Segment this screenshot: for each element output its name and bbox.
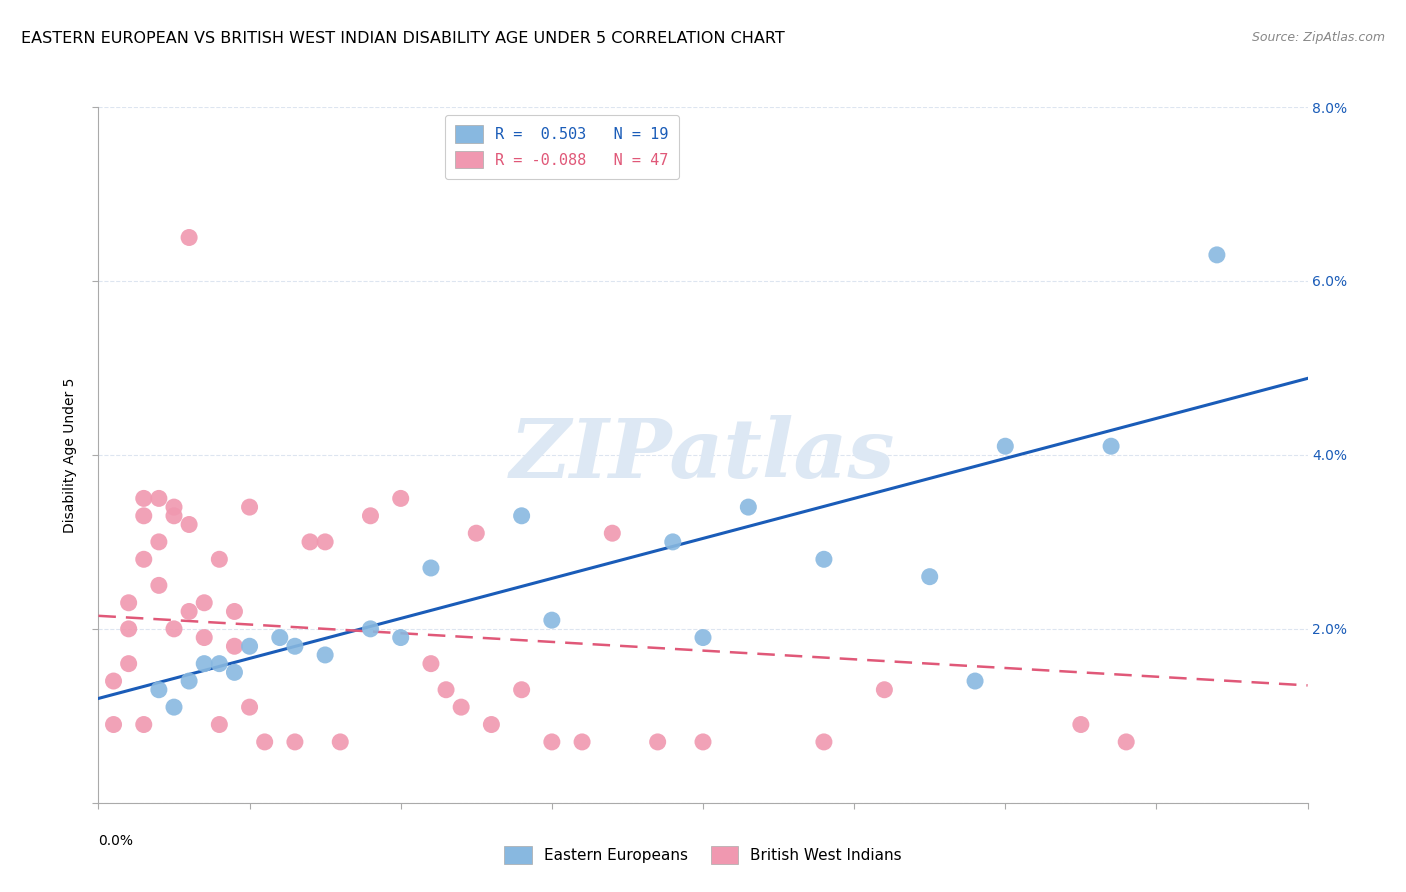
Point: [148, 534, 170, 549]
Point: [299, 534, 322, 549]
Point: [420, 561, 443, 575]
Point: [193, 631, 215, 645]
Point: [692, 735, 714, 749]
Point: [239, 639, 262, 653]
Point: [813, 735, 835, 749]
Point: [1115, 735, 1137, 749]
Point: [661, 534, 683, 549]
Point: [540, 735, 562, 749]
Y-axis label: Disability Age Under 5: Disability Age Under 5: [63, 377, 77, 533]
Point: [208, 717, 231, 731]
Point: [103, 674, 125, 689]
Point: [148, 578, 170, 592]
Point: [873, 682, 896, 697]
Point: [420, 657, 443, 671]
Point: [571, 735, 593, 749]
Point: [692, 631, 714, 645]
Point: [389, 491, 412, 506]
Point: [314, 534, 336, 549]
Point: [148, 682, 170, 697]
Point: [1099, 439, 1122, 453]
Point: [179, 517, 201, 532]
Point: [918, 570, 941, 584]
Point: [163, 508, 186, 523]
Point: [1206, 248, 1229, 262]
Point: [434, 682, 457, 697]
Text: EASTERN EUROPEAN VS BRITISH WEST INDIAN DISABILITY AGE UNDER 5 CORRELATION CHART: EASTERN EUROPEAN VS BRITISH WEST INDIAN …: [21, 31, 785, 46]
Point: [465, 526, 488, 541]
Point: [269, 631, 291, 645]
Point: [253, 735, 276, 749]
Point: [193, 657, 215, 671]
Point: [148, 491, 170, 506]
Point: [224, 639, 246, 653]
Point: [132, 508, 155, 523]
Legend: Eastern Europeans, British West Indians: Eastern Europeans, British West Indians: [496, 838, 910, 871]
Point: [1070, 717, 1092, 731]
Point: [510, 682, 533, 697]
Point: [360, 508, 382, 523]
Point: [224, 605, 246, 619]
Point: [602, 526, 624, 541]
Point: [132, 552, 155, 566]
Point: [118, 657, 141, 671]
Point: [224, 665, 246, 680]
Point: [163, 500, 186, 514]
Point: [994, 439, 1017, 453]
Point: [239, 700, 262, 714]
Point: [329, 735, 352, 749]
Point: [450, 700, 472, 714]
Point: [647, 735, 669, 749]
Point: [510, 508, 533, 523]
Point: [284, 735, 307, 749]
Point: [239, 500, 262, 514]
Point: [314, 648, 336, 662]
Point: [163, 622, 186, 636]
Point: [208, 657, 231, 671]
Point: [360, 622, 382, 636]
Point: [103, 717, 125, 731]
Point: [389, 631, 412, 645]
Point: [284, 639, 307, 653]
Point: [179, 674, 201, 689]
Point: [179, 230, 201, 244]
Text: 0.0%: 0.0%: [98, 833, 134, 847]
Text: Source: ZipAtlas.com: Source: ZipAtlas.com: [1251, 31, 1385, 45]
Point: [179, 605, 201, 619]
Point: [163, 700, 186, 714]
Point: [540, 613, 562, 627]
Point: [118, 622, 141, 636]
Point: [737, 500, 759, 514]
Point: [193, 596, 215, 610]
Point: [813, 552, 835, 566]
Point: [965, 674, 987, 689]
Point: [481, 717, 503, 731]
Point: [132, 491, 155, 506]
Point: [118, 596, 141, 610]
Text: ZIPatlas: ZIPatlas: [510, 415, 896, 495]
Point: [132, 717, 155, 731]
Point: [208, 552, 231, 566]
